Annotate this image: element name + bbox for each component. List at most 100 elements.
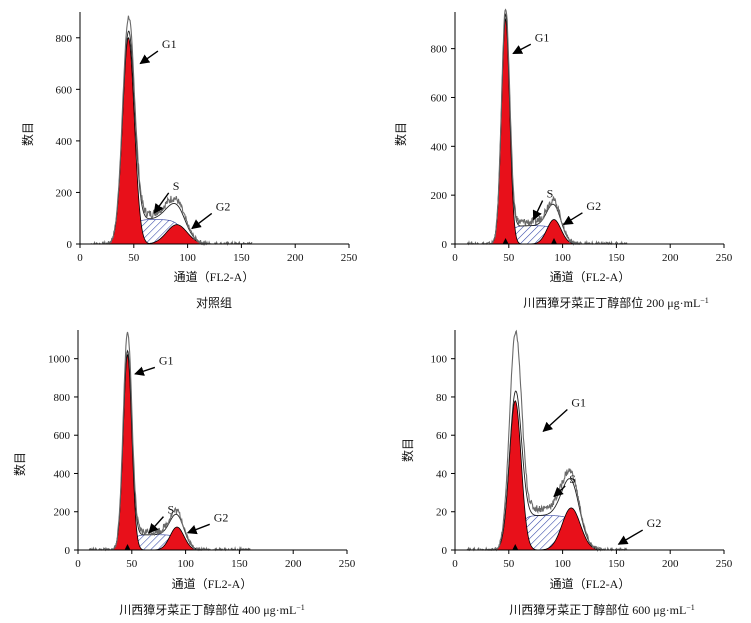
panel-3-ytick-label: 1000 [48,354,71,366]
panel-4-xtick-label: 100 [554,558,571,570]
panel-4-ytick-label: 20 [436,507,448,519]
panel-3-xtick-label: 50 [126,558,138,570]
panel-4-arrow-g2 [617,529,644,545]
panel-4-ytick-label: 0 [442,545,448,557]
panel-3-caption: 川西獐牙菜正丁醇部位 400 μg·mL−1 [119,602,305,617]
panel-3-arrow-s [148,516,164,534]
panel-2-ylabel: 数目 [393,122,408,146]
panel-1-label-s: S [173,179,180,193]
panel-1-xtick-label: 150 [233,252,250,264]
panel-2-xlabel: 通道（FL2-A） [550,270,631,284]
panel-3-ytick-label: 400 [54,468,71,480]
panel-1-label-g2: G2 [216,199,231,213]
panel-2-peak-marker [550,238,557,244]
panel-4-caption-text: 川西獐牙菜正丁醇部位 600 μg·mL [509,602,686,617]
panel-2-xtick-label: 50 [503,252,515,264]
panel-1-xtick-label: 200 [287,252,304,264]
panel-2-arrow-s [532,200,544,221]
panel-1-ytick-label: 800 [56,33,73,45]
panel-1-caption: 对照组 [196,296,232,310]
panel-1-ytick-label: 400 [56,136,73,148]
panel-3-marks: 0 50 100 150 200 250 0 200 400 600 800 1000 G1 S G2 [48,330,356,570]
panel-2-raw-trace [465,8,628,246]
panel-4-peak-marker [512,544,519,550]
panel-3-ytick-label: 200 [54,507,71,519]
panel-1-label-g1: G1 [162,37,177,51]
panel-2: 0 50 100 150 200 250 0 200 400 600 800 G1 S G2 数目 通道（… [393,8,733,310]
panel-4-label-g1: G1 [571,396,586,410]
panel-4-arrow-g1 [542,409,568,433]
panel-2-label-s: S [547,187,554,201]
panel-2-caption-text: 川西獐牙菜正丁醇部位 200 μg·mL [523,295,700,310]
panel-2-marks: 0 50 100 150 200 250 0 200 400 600 800 G1 S G2 [431,8,733,264]
panel-3-ytick-label: 600 [54,430,71,442]
panel-3-label-g2: G2 [214,510,229,524]
panel-2-ytick-label: 400 [431,141,448,153]
panel-4-ytick-label: 60 [436,430,448,442]
panel-1-arrow-g2 [191,212,213,230]
panel-1-xtick-label: 100 [179,252,196,264]
panel-2-xtick-label: 200 [662,252,679,264]
panel-1-ytick-label: 600 [56,84,73,96]
panel-1-ytick-label: 0 [67,239,73,251]
panel-1-caption-text: 对照组 [196,296,232,310]
panel-4-xlabel: 通道（FL2-A） [550,577,631,591]
panel-4-ytick-label: 100 [431,354,448,366]
panel-2-label-g2: G2 [586,199,601,213]
panel-4-xtick-label: 50 [503,558,515,570]
panel-4: 0 50 100 150 200 250 0 20 40 60 80 100 G1 S G2 数目 通道（F… [400,329,733,617]
panel-4-marks: 0 50 100 150 200 250 0 20 40 60 80 100 G1 S G2 [431,329,733,570]
panel-4-ytick-label: 80 [436,392,448,404]
panel-3-caption-text: 川西獐牙菜正丁醇部位 400 μg·mL [119,602,296,617]
panel-3-g1-area [109,353,146,551]
panel-3-xtick-label: 0 [75,558,81,570]
panel-2-xtick-label: 100 [554,252,571,264]
panel-3-peak-marker [124,544,131,550]
panel-2-ytick-label: 600 [431,92,448,104]
panel-3: 0 50 100 150 200 250 0 200 400 600 800 1000 G1 S G2 数目… [12,330,356,617]
panel-2-xtick-label: 250 [716,252,733,264]
panel-3-xtick-label: 200 [285,558,302,570]
panel-4-xtick-label: 0 [452,558,458,570]
panel-1-xtick-label: 0 [77,252,83,264]
panel-2-caption-sup: −1 [700,296,709,305]
panel-4-xtick-label: 150 [608,558,625,570]
panel-2-arrow-g2 [562,212,583,226]
panel-2-ytick-label: 800 [431,44,448,56]
panel-3-label-g1: G1 [159,353,174,367]
panel-1-arrow-s [153,192,170,214]
panel-1: 0 50 100 150 200 250 0 200 400 600 800 G1 S G2 数目 通道（… [20,12,358,310]
panel-3-arrow-g2 [186,523,210,535]
panel-2-xtick-label: 0 [452,252,458,264]
panel-3-label-s: S [167,503,174,517]
panel-2-fit-line [465,12,628,245]
panel-3-arrow-g1 [134,366,156,376]
panel-4-caption: 川西獐牙菜正丁醇部位 600 μg·mL−1 [509,602,695,617]
panel-4-xtick-label: 250 [716,558,733,570]
panel-4-caption-sup: −1 [686,603,695,612]
panel-3-xtick-label: 100 [177,558,194,570]
panel-3-xtick-label: 150 [231,558,248,570]
panel-2-ytick-label: 200 [431,190,448,202]
panel-4-ytick-label: 40 [436,468,448,480]
panel-2-peak-marker [502,238,509,244]
panel-3-ylabel: 数目 [12,452,27,476]
panel-4-label-s: S [569,472,576,486]
panel-1-ylabel: 数目 [20,122,35,146]
panel-3-caption-sup: −1 [296,603,305,612]
panel-1-marks: 0 50 100 150 200 250 0 200 400 600 800 G1 S G2 [56,12,358,264]
panel-4-arrow-s [553,485,566,498]
panel-3-ytick-label: 0 [65,545,71,557]
panel-3-xlabel: 通道（FL2-A） [172,577,253,591]
panel-4-raw-trace [465,329,628,553]
panel-3-ytick-label: 800 [54,392,71,404]
panel-4-xtick-label: 200 [662,558,679,570]
panel-2-xtick-label: 150 [608,252,625,264]
panel-4-s-phase-area [465,515,628,551]
panel-1-xlabel: 通道（FL2-A） [174,270,255,284]
panel-2-label-g1: G1 [535,30,550,44]
panel-4-ylabel: 数目 [400,438,415,462]
panel-2-arrow-g1 [512,43,532,55]
panel-1-ytick-label: 200 [56,187,73,199]
